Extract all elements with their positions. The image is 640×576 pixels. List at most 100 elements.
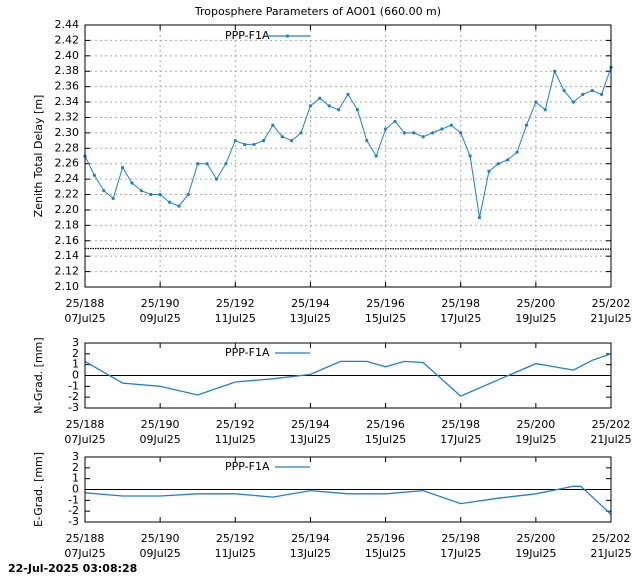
x-tick-label: 25/188 [66,532,105,545]
y-tick-label: 2 [72,461,79,474]
y-tick-label: 1 [72,358,79,371]
x-tick-date: 09Jul25 [140,547,181,560]
marker [553,69,557,73]
y-tick-label: 2.36 [55,80,80,93]
marker [290,138,294,143]
marker [383,127,388,131]
x-tick-label: 25/196 [366,297,405,310]
x-tick-date: 21Jul25 [590,547,631,560]
series-line [84,67,612,218]
x-tick-label: 25/192 [216,532,255,545]
series-line [84,485,612,515]
marker [590,88,594,93]
marker [430,131,435,135]
y-tick-label: 2.34 [55,95,80,108]
marker [261,138,266,143]
marker [196,162,200,166]
y-tick-label: 0 [72,483,79,496]
x-tick-date: 17Jul25 [440,547,481,560]
marker [167,200,172,204]
marker [449,123,453,127]
marker [299,131,303,135]
marker [233,138,237,143]
x-tick-label: 25/192 [216,418,255,431]
marker [224,162,228,166]
x-tick-label: 25/198 [441,532,480,545]
x-tick-label: 25/198 [441,297,480,310]
y-tick-label: 2.32 [55,110,80,123]
marker [402,131,406,135]
marker [477,216,482,220]
marker [186,192,190,197]
marker [459,131,463,135]
y-tick-label: 2.38 [55,64,80,77]
x-tick-label: 25/200 [517,532,556,545]
y-tick-label: 2.26 [55,157,80,170]
marker [365,138,369,143]
marker [346,92,350,96]
y-axis-label: E-Grad. [mm] [32,452,45,527]
marker [149,192,153,197]
series-line [84,353,612,397]
marker [120,165,125,170]
x-tick-label: 25/198 [441,418,480,431]
y-tick-label: 2.20 [55,203,80,216]
marker [308,104,313,108]
x-tick-date: 07Jul25 [64,547,105,560]
marker [506,158,510,162]
y-tick-label: 2.10 [55,280,80,293]
marker [102,189,106,193]
marker [252,142,256,147]
marker [271,123,275,127]
x-tick-label: 25/190 [141,418,180,431]
x-tick-date: 15Jul25 [365,433,406,446]
y-tick-label: 2.14 [55,249,80,262]
marker [280,135,284,139]
legend-label: PPP-F1A [225,460,270,473]
y-tick-label: 3 [72,336,79,349]
y-tick-label: -2 [68,390,79,403]
y-tick-label: -3 [68,401,79,414]
legend-marker [285,34,290,38]
y-tick-label: 2.16 [55,234,80,247]
y-tick-label: -3 [68,515,79,528]
x-tick-label: 25/190 [141,532,180,545]
plot-frame [84,456,612,523]
marker [543,108,547,112]
x-tick-label: 25/192 [216,297,255,310]
y-tick-label: 0 [72,369,79,382]
y-tick-label: 3 [72,450,79,463]
legend-label: PPP-F1A [225,346,270,359]
x-tick-label: 25/188 [66,418,105,431]
y-axis-label: N-Grad. [mm] [32,337,45,413]
y-tick-label: 2.28 [55,141,80,154]
series-line [85,247,612,250]
y-tick-label: 2.30 [55,126,80,139]
x-tick-date: 13Jul25 [290,547,331,560]
marker [92,173,96,177]
x-tick-label: 25/190 [141,297,180,310]
x-tick-date: 21Jul25 [590,312,631,325]
x-tick-label: 25/202 [592,297,631,310]
x-tick-label: 25/202 [592,418,631,431]
marker [562,88,566,93]
x-tick-date: 11Jul25 [215,312,256,325]
x-tick-label: 25/188 [66,297,105,310]
x-tick-label: 25/196 [366,532,405,545]
y-tick-label: 1 [72,472,79,485]
y-tick-label: 2.42 [55,33,80,46]
legend-label: PPP-F1A [225,29,270,42]
marker [337,108,341,112]
marker [374,154,378,158]
x-tick-date: 19Jul25 [515,312,556,325]
y-tick-label: 2.44 [55,18,80,31]
marker [327,104,331,108]
marker [515,150,519,154]
x-tick-date: 09Jul25 [140,312,181,325]
marker [600,92,604,96]
x-tick-date: 13Jul25 [290,312,331,325]
marker [571,100,576,104]
marker [524,123,529,127]
marker [440,127,444,131]
marker [534,100,538,104]
